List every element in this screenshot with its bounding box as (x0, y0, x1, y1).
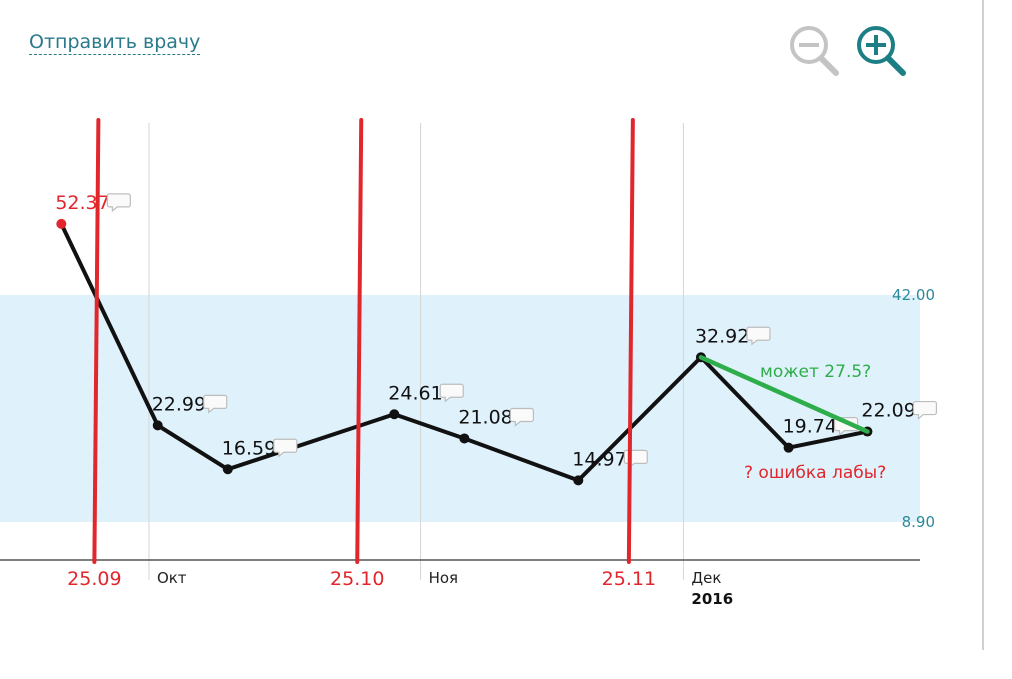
data-point (783, 442, 794, 453)
data-label: 22.99 (152, 393, 206, 415)
suggested-trend-line (698, 355, 870, 434)
comment-icon (203, 394, 228, 414)
date-marker-label: 25.10 (330, 568, 384, 590)
zoom-out-icon[interactable] (786, 25, 840, 79)
panel-divider (982, 0, 984, 650)
comment-icon (439, 383, 464, 403)
date-marker-label: 25.11 (602, 568, 656, 590)
date-marker-line (92, 118, 101, 564)
comment-icon (746, 326, 771, 346)
data-label: 14.97 (572, 448, 626, 470)
data-point (222, 464, 233, 475)
comment-icon (273, 438, 298, 458)
data-point (573, 475, 584, 486)
send-to-doctor-link[interactable]: Отправить врачу (29, 31, 201, 55)
month-tick-label: Ноя (429, 569, 458, 587)
month-tick-label: Окт (157, 569, 187, 587)
comment-icon (106, 193, 131, 213)
month-tick-label: Дек (691, 569, 721, 587)
zoom-in-icon[interactable] (853, 25, 907, 79)
data-label: 19.74 (783, 416, 837, 438)
date-marker-label: 25.09 (67, 568, 121, 590)
date-marker-line (355, 118, 364, 564)
lab-error-annotation: ? ошибка лабы? (744, 463, 886, 483)
year-tick-label: 2016 (691, 590, 733, 608)
data-label: 16.59 (222, 437, 276, 459)
reference-low-label: 8.90 (902, 513, 935, 531)
reference-high-label: 42.00 (892, 286, 935, 304)
data-point (56, 218, 67, 229)
date-marker-line (626, 118, 635, 564)
data-label: 22.09 (861, 400, 915, 422)
comment-icon (509, 407, 534, 427)
data-label: 32.92 (695, 325, 749, 347)
data-point (389, 409, 400, 420)
data-point (459, 433, 470, 444)
data-label: 21.08 (458, 406, 512, 428)
suggestion-annotation: может 27.5? (760, 362, 871, 382)
data-label: 52.37 (55, 192, 109, 214)
data-label: 24.61 (388, 382, 442, 404)
data-point (152, 420, 163, 431)
comment-icon (912, 400, 938, 420)
